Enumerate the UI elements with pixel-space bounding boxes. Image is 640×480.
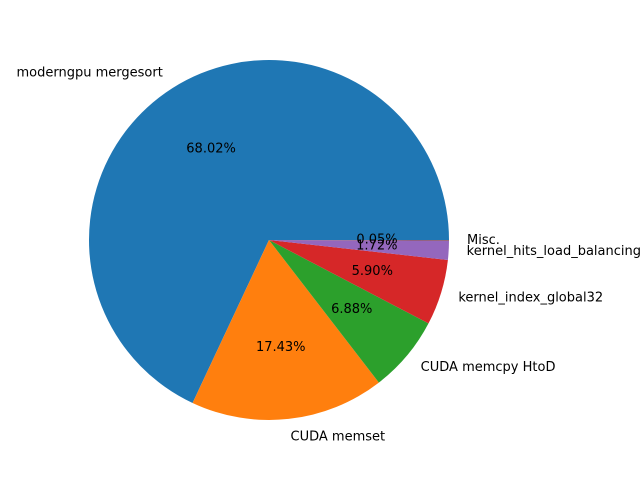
pie-slice: [269, 240, 429, 383]
pie-slice: [269, 240, 449, 241]
slice-percent-label: 68.02%: [186, 141, 236, 156]
slice-label: Misc.: [467, 233, 500, 248]
slice-percent-label: 1.72%: [356, 239, 397, 254]
slice-percent-label: 17.43%: [256, 340, 306, 355]
slice-label: moderngpu mergesort: [17, 65, 163, 80]
slice-label: kernel_index_global32: [458, 290, 603, 305]
pie-slice: [269, 240, 448, 324]
pie-slice: [192, 240, 379, 421]
slice-label: CUDA memcpy HtoD: [421, 360, 556, 375]
pie-slice: [269, 240, 449, 260]
slice-percent-label: 5.90%: [352, 264, 393, 279]
slice-label: CUDA memset: [291, 429, 386, 444]
pie-labels: moderngpu mergesort 68.02% CUDA memset 17.4…: [17, 65, 640, 444]
slice-label: kernel_hits_load_balancing: [467, 244, 640, 259]
slice-percent-label: 6.88%: [331, 302, 372, 317]
slice-percent-label: 0.05%: [356, 233, 397, 248]
pie-slice: [89, 60, 449, 403]
pie-slices: [89, 60, 449, 421]
